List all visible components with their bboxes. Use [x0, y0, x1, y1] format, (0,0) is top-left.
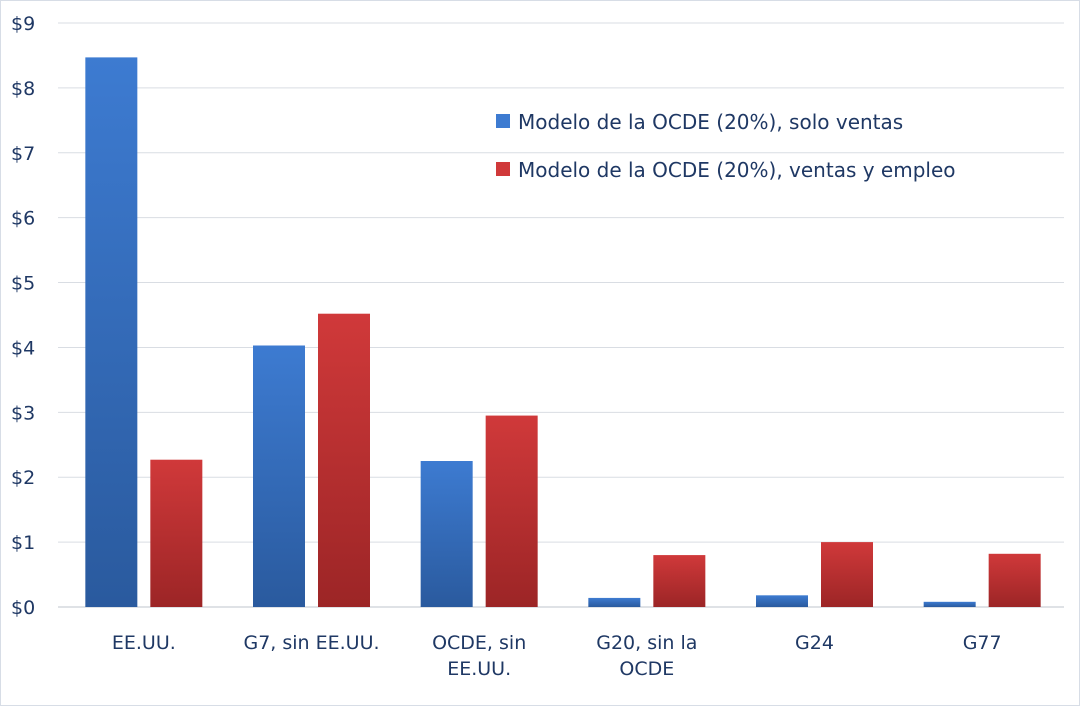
- x-category-label-line: OCDE, sin: [432, 632, 526, 654]
- x-category-label-line: G24: [795, 632, 834, 654]
- x-axis-categories: EE.UU. G7, sin EE.UU. OCDE, sin EE.UU. G20, …: [112, 632, 1002, 680]
- y-tick-label: $4: [11, 337, 35, 359]
- bar-series-1-cat-3: [420, 461, 473, 607]
- legend-label: Modelo de la OCDE (20%), solo ventas: [518, 110, 903, 134]
- bar-series-2-cat-5: [821, 542, 873, 607]
- bar-series-1-cat-1: [85, 57, 138, 607]
- x-category-label-line: EE.UU.: [112, 632, 176, 654]
- x-category-label-line: G7, sin EE.UU.: [243, 632, 379, 654]
- gridlines: [58, 22, 1064, 608]
- x-category-label: G24: [795, 632, 834, 654]
- x-category-label-line: G77: [963, 632, 1002, 654]
- legend-swatch: [496, 114, 510, 128]
- x-category-label: EE.UU.: [112, 632, 176, 654]
- bar-series-2-cat-6: [988, 553, 1041, 607]
- legend-swatch: [496, 162, 510, 176]
- x-category-label-line: EE.UU.: [447, 658, 511, 680]
- bar-series-2-cat-2: [318, 313, 370, 607]
- y-tick-label: $1: [11, 532, 35, 554]
- bar-series-2-cat-3: [485, 415, 538, 607]
- y-tick-label: $0: [11, 597, 35, 619]
- bar-series-1-cat-5: [756, 595, 808, 607]
- bar-series-1-cat-4: [588, 597, 641, 607]
- legend: Modelo de la OCDE (20%), solo ventas Mode…: [496, 110, 956, 182]
- bar-series-1-cat-2: [253, 345, 305, 607]
- x-category-label-line: G20, sin la: [596, 632, 697, 654]
- y-tick-label: $6: [11, 208, 35, 230]
- bars: [85, 57, 1041, 607]
- bar-series-2-cat-1: [150, 459, 203, 607]
- y-tick-label: $7: [11, 143, 35, 165]
- y-tick-label: $3: [11, 402, 35, 424]
- bar-series-1-cat-6: [923, 601, 976, 607]
- y-tick-label: $5: [11, 273, 35, 295]
- x-category-label: G7, sin EE.UU.: [243, 632, 379, 654]
- x-category-label: G77: [963, 632, 1002, 654]
- x-category-label-line: OCDE: [619, 658, 674, 680]
- y-axis-ticks: $0 $1 $2 $3 $4 $5 $6 $7 $8 $9: [11, 13, 35, 619]
- legend-label: Modelo de la OCDE (20%), ventas y empleo: [518, 158, 956, 182]
- x-category-label: G20, sin la OCDE: [596, 632, 697, 680]
- y-tick-label: $9: [11, 13, 35, 35]
- y-tick-label: $8: [11, 78, 35, 100]
- bar-series-2-cat-4: [653, 555, 706, 607]
- y-tick-label: $2: [11, 467, 35, 489]
- x-category-label: OCDE, sin EE.UU.: [432, 632, 526, 680]
